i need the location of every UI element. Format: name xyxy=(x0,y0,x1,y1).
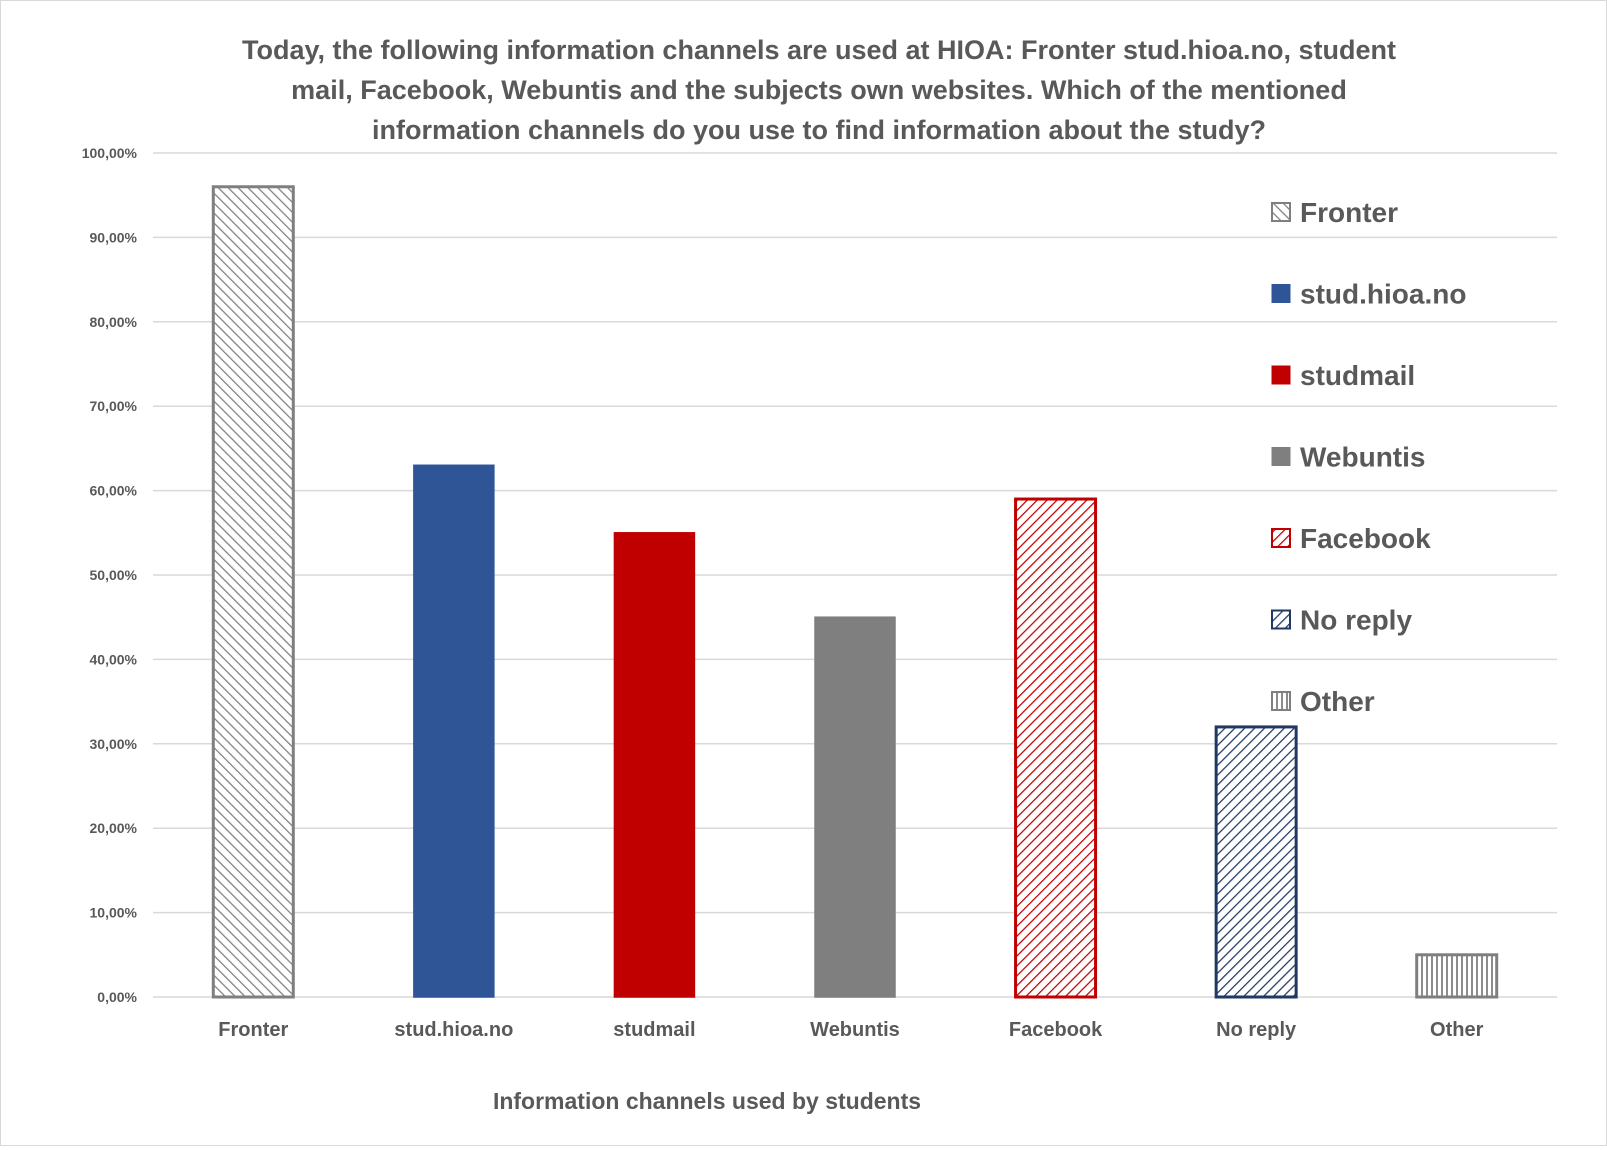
legend-swatch xyxy=(1271,528,1291,548)
chart-title-line-2: mail, Facebook, Webuntis and the subject… xyxy=(291,75,1347,105)
x-tick-label: Webuntis xyxy=(810,1019,900,1041)
legend-label: Other xyxy=(1300,686,1375,717)
legend-swatch xyxy=(1271,691,1291,711)
x-axis-label: Information channels used by students xyxy=(493,1088,921,1114)
y-tick-label: 90,00% xyxy=(90,229,138,245)
legend-swatch xyxy=(1271,609,1291,630)
legend-swatch xyxy=(1271,447,1291,466)
chart-title: Today, the following information channel… xyxy=(242,35,1396,145)
chart-title-line-3: information channels do you use to find … xyxy=(372,115,1266,145)
x-tick-label: Fronter xyxy=(218,1019,288,1041)
chart-title-line-1: Today, the following information channel… xyxy=(242,35,1396,65)
bar-webuntis xyxy=(814,616,896,998)
legend-swatch xyxy=(1271,365,1291,385)
y-tick-label: 10,00% xyxy=(90,905,138,921)
x-tick-label: No reply xyxy=(1216,1019,1297,1041)
y-tick-label: 70,00% xyxy=(90,398,138,414)
legend-label: stud.hioa.no xyxy=(1300,279,1466,310)
y-tick-label: 100,00% xyxy=(82,145,138,161)
bar-studmail xyxy=(613,532,696,998)
x-tick-label: Other xyxy=(1430,1019,1484,1041)
legend-label: Fronter xyxy=(1300,197,1398,228)
legend: Fronter stud.hioa.no studmail Webuntis Faceb… xyxy=(1271,197,1466,717)
x-tick-label: studmail xyxy=(613,1019,695,1041)
x-axis-tick-labels: Fronter stud.hioa.no studmail Webuntis Faceb… xyxy=(218,1019,1483,1041)
y-tick-label: 40,00% xyxy=(90,651,138,667)
y-axis-tick-labels: 0,00% 10,00% 20,00% 30,00% 40,00% 50,00% 60,00… xyxy=(82,145,138,1005)
y-tick-label: 80,00% xyxy=(90,314,138,330)
bar-facebook xyxy=(1014,497,1098,999)
legend-swatch xyxy=(1271,202,1291,222)
y-tick-label: 0,00% xyxy=(97,989,137,1005)
x-tick-label: stud.hioa.no xyxy=(394,1019,513,1041)
legend-label: No reply xyxy=(1300,605,1412,636)
bar-no-reply xyxy=(1214,725,1298,999)
bars xyxy=(211,185,1499,999)
y-tick-label: 30,00% xyxy=(90,736,138,752)
y-tick-label: 20,00% xyxy=(90,820,138,836)
y-tick-label: 50,00% xyxy=(90,567,138,583)
y-tick-label: 60,00% xyxy=(90,483,138,499)
legend-swatch xyxy=(1271,284,1291,303)
x-tick-label: Facebook xyxy=(1009,1019,1103,1041)
bar-other xyxy=(1415,953,1499,999)
legend-label: Facebook xyxy=(1300,523,1431,554)
legend-label: Webuntis xyxy=(1300,442,1425,473)
bar-stud-hioa-no xyxy=(413,464,495,998)
legend-label: studmail xyxy=(1300,360,1415,391)
bar-fronter xyxy=(211,185,295,999)
